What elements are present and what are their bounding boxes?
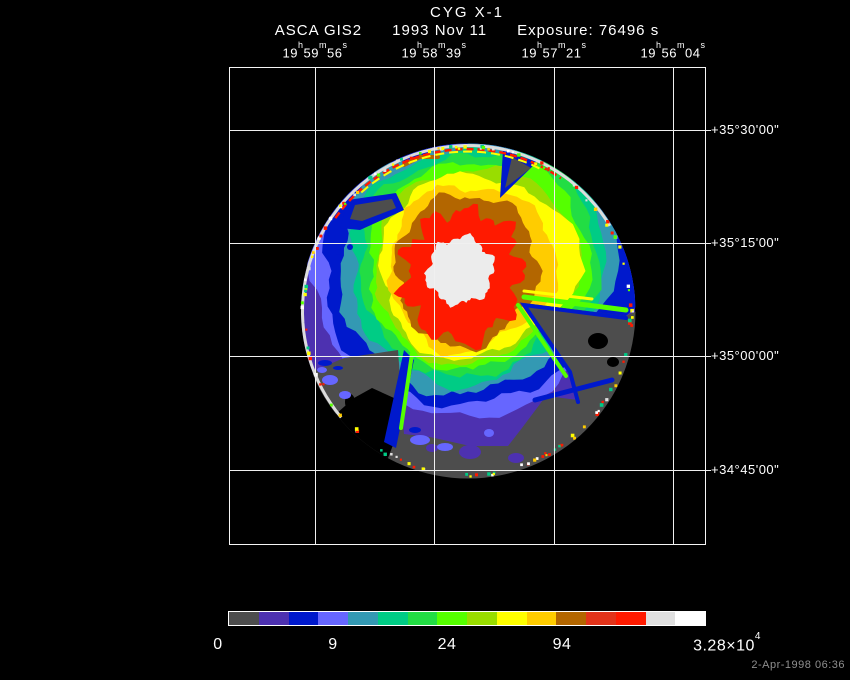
- support-grid-shadow: [505, 157, 531, 188]
- colorbar: [228, 611, 706, 626]
- colorbar-segment: [467, 612, 497, 625]
- plot-frame: [229, 67, 706, 545]
- colorbar-segment: [645, 612, 676, 625]
- psf-image: [300, 143, 636, 479]
- colorbar-segment: [437, 612, 467, 625]
- colorbar-segment: [586, 612, 616, 625]
- dec-tick-label: +35°30'00": [711, 122, 780, 137]
- ra-tick-label: 19h57m21s: [521, 40, 587, 61]
- observation-subtitle: ASCA GIS2 1993 Nov 11 Exposure: 76496 s: [179, 22, 755, 39]
- colorbar-segment: [675, 612, 705, 625]
- colorbar-tick-label: 94: [552, 636, 572, 653]
- colorbar-tick-label: 3.28×104: [693, 631, 761, 655]
- dec-tick-label: +34°45'00": [711, 462, 780, 477]
- ra-tick-label: 19h56m04s: [640, 40, 706, 61]
- creation-timestamp: 2-Apr-1998 06:36: [751, 659, 845, 671]
- support-grid-shadow: [384, 350, 414, 448]
- colorbar-segment: [407, 612, 438, 625]
- colorbar-segment: [496, 612, 527, 625]
- instrument-label: ASCA GIS2: [274, 22, 363, 39]
- support-grid-shadow: [350, 199, 396, 221]
- colorbar-segment: [288, 612, 319, 625]
- colorbar-tick-label: 9: [328, 636, 338, 653]
- dec-tick-label: +35°00'00": [711, 348, 780, 363]
- coordinate-grid: [229, 67, 711, 544]
- colorbar-segment: [615, 612, 646, 625]
- ra-tick-label: 19h58m39s: [401, 40, 467, 61]
- colorbar-tick-label: 0: [213, 636, 223, 653]
- exposure-label: Exposure: 76496 s: [517, 22, 660, 39]
- colorbar-tick-label: 24: [437, 636, 457, 653]
- dec-tick-label: +35°15'00": [711, 235, 780, 250]
- colorbar-segment: [229, 612, 259, 625]
- colorbar-segment: [258, 612, 289, 625]
- colorbar-segment: [318, 612, 348, 625]
- page-title: CYG X-1: [429, 4, 504, 21]
- ra-tick-label: 19h59m56s: [282, 40, 348, 61]
- colorbar-segment: [556, 612, 586, 625]
- colorbar-segment: [377, 612, 408, 625]
- obs-date-label: 1993 Nov 11: [392, 22, 488, 39]
- colorbar-segment: [526, 612, 557, 625]
- colorbar-segment: [348, 612, 378, 625]
